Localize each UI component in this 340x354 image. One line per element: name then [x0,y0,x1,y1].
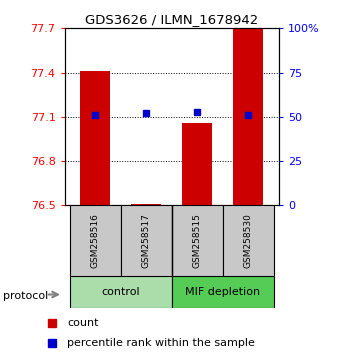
Bar [233,28,264,205]
Title: GDS3626 / ILMN_1678942: GDS3626 / ILMN_1678942 [85,13,258,26]
Text: GSM258515: GSM258515 [193,213,202,268]
Text: MIF depletion: MIF depletion [185,287,260,297]
Bar [70,276,172,308]
Text: protocol: protocol [3,291,49,301]
Text: percentile rank within the sample: percentile rank within the sample [67,338,255,348]
Text: GSM258517: GSM258517 [142,213,151,268]
Bar [131,204,162,205]
Bar [223,205,274,276]
Bar [172,276,274,308]
Bar [182,123,212,205]
Text: GSM258530: GSM258530 [244,213,253,268]
Text: control: control [101,287,140,297]
Bar [70,205,121,276]
Text: count: count [67,318,99,329]
Bar [121,205,172,276]
Text: GSM258516: GSM258516 [91,213,100,268]
Bar [80,71,110,205]
Bar [172,205,223,276]
